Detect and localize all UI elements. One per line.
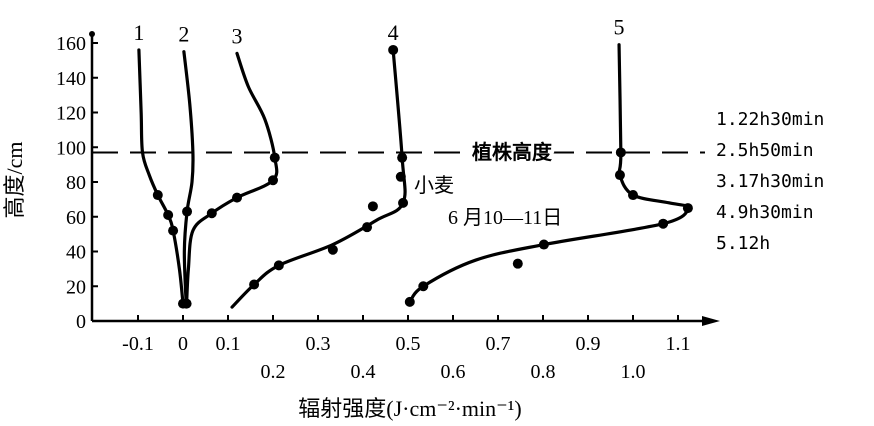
legend-item: 1.22h30min	[716, 109, 825, 130]
series-4-line	[230, 48, 407, 309]
series-3-label: 3	[232, 23, 243, 48]
series-4-point	[395, 171, 406, 182]
y-tick-label: 120	[56, 103, 86, 125]
legend-item: 2.5h50min	[716, 140, 814, 161]
y-tick-label: 140	[56, 68, 86, 90]
x-tick-label: 0	[178, 333, 188, 355]
series-4-point	[398, 197, 409, 208]
series-5-point	[538, 239, 549, 250]
series-5-point	[615, 147, 626, 158]
series-3-point	[268, 175, 278, 186]
y-tick-label: 100	[56, 137, 86, 159]
x-tick-label: 0.8	[531, 361, 556, 383]
series-1-label: 1	[133, 20, 144, 45]
series-3-point	[269, 152, 280, 163]
series-5-line	[408, 43, 690, 304]
series-5-point	[404, 296, 415, 307]
series-4-point	[362, 222, 373, 233]
legend-item: 5.12h	[716, 233, 771, 254]
series-5-point	[418, 281, 429, 292]
date-label: 6 月10—11日	[448, 207, 562, 229]
y-tick-label: 80	[66, 172, 86, 194]
series-3-point	[232, 192, 242, 203]
y-axis-arrow	[89, 31, 95, 37]
series-4-point	[388, 44, 399, 55]
series-2-line	[182, 50, 195, 306]
series-5-point	[614, 170, 625, 181]
y-tick-label: 60	[66, 207, 86, 229]
series-1-point	[152, 190, 163, 201]
series-1-line	[137, 48, 185, 306]
y-axis-label: 高度/cm	[2, 142, 27, 219]
series-2-point	[182, 206, 193, 217]
series-4-point	[249, 279, 260, 290]
series-5-point	[512, 258, 523, 269]
x-tick-label: 0.3	[306, 333, 331, 355]
x-axis-arrow	[702, 316, 720, 326]
series-3-line	[185, 51, 279, 306]
series-4-point	[327, 244, 338, 255]
x-tick-label: 0.2	[261, 361, 286, 383]
labels: 0 20 40 60 80 100 120 140 160 -0.1 0 0.1 0.3 0.5 0.7 0.…	[56, 15, 691, 383]
x-tick-label: 0.1	[216, 333, 241, 355]
crop-label: 小麦	[414, 174, 454, 197]
series-4-point	[367, 201, 378, 212]
curves	[137, 43, 693, 309]
y-tick-label: 20	[66, 276, 86, 298]
x-tick-label: -0.1	[122, 333, 154, 355]
series-5-point	[682, 203, 693, 214]
series-5-point	[628, 190, 638, 201]
series-5-label: 5	[614, 15, 625, 40]
legend: 1.22h30min 2.5h50min 3.17h30min 4.9h30mi…	[716, 104, 824, 259]
x-tick-label: 0.4	[351, 361, 376, 383]
y-tick-label: 160	[56, 33, 86, 55]
series-3-point	[181, 298, 192, 309]
series-3-point	[206, 208, 217, 219]
x-axis-label: 辐射强度(J·cm⁻²·min⁻¹)	[298, 396, 521, 421]
x-tick-label: 1.0	[621, 361, 646, 383]
series-4-label: 4	[388, 20, 399, 45]
legend-item: 4.9h30min	[716, 202, 814, 223]
series-1-point	[163, 210, 174, 221]
x-tick-label: 0.6	[441, 361, 466, 383]
x-tick-label: 0.9	[576, 333, 601, 355]
series-5-point	[658, 218, 669, 229]
x-tick-label: 1.1	[666, 333, 691, 355]
y-tick-label: 0	[76, 311, 86, 333]
axes	[89, 31, 720, 326]
x-tick-label: 0.7	[486, 333, 511, 355]
legend-item: 3.17h30min	[716, 171, 825, 192]
series-4-point	[273, 260, 284, 271]
x-tick-label: 0.5	[396, 333, 421, 355]
y-tick-label: 40	[66, 242, 86, 264]
series-4-point	[397, 152, 408, 163]
series-1-point	[168, 225, 179, 236]
series-2-label: 2	[178, 22, 189, 47]
plant-height-label: 植株高度	[472, 140, 553, 164]
